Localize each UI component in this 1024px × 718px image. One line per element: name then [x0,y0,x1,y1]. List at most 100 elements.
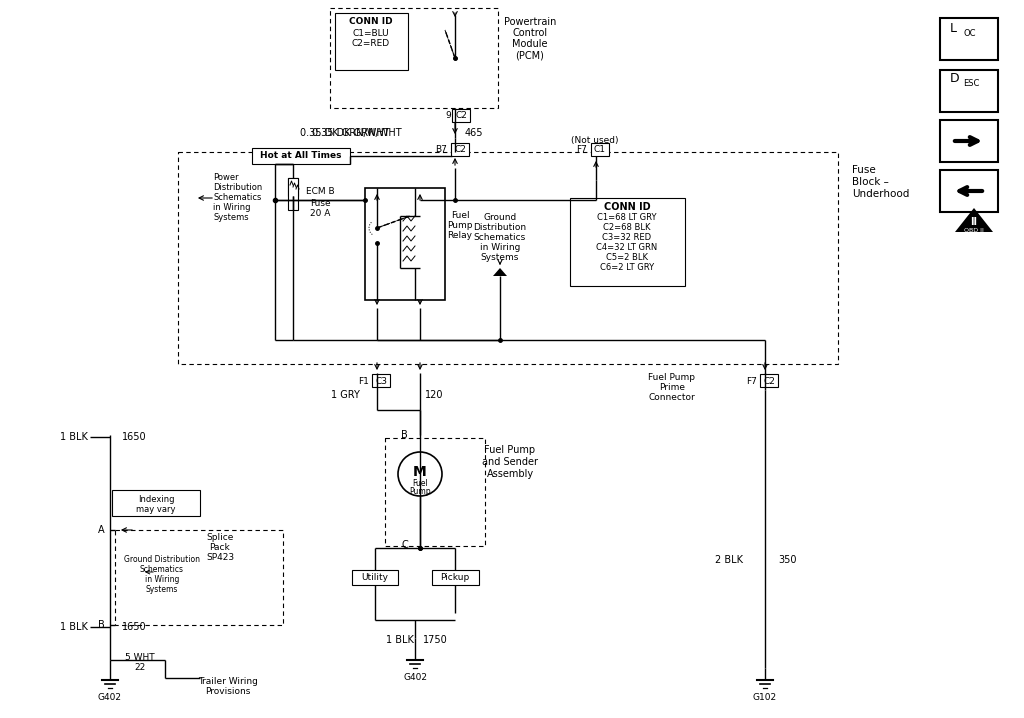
Text: 1650: 1650 [122,622,146,632]
Text: 1 BLK: 1 BLK [60,432,88,442]
Text: Fuse: Fuse [852,165,876,175]
Text: M: M [413,465,427,479]
Text: 1650: 1650 [122,432,146,442]
Bar [330,8,498,108]
Text: G102: G102 [753,694,777,702]
Text: Ground: Ground [483,213,517,223]
Text: F7: F7 [577,146,587,154]
Bar [335,13,408,70]
Text: C5=2 BLK: C5=2 BLK [606,253,648,263]
Text: Power: Power [213,174,239,182]
Text: C3: C3 [375,376,387,386]
Text: Fuel Pump: Fuel Pump [484,445,536,455]
Text: ESC: ESC [963,80,979,88]
Text: Fuel Pump: Fuel Pump [648,373,695,383]
Text: C1=BLU: C1=BLU [352,29,389,37]
Text: Schematics: Schematics [213,193,261,202]
Text: Distribution: Distribution [473,223,526,233]
Text: Pickup: Pickup [440,574,470,582]
Text: 0.35 DK GRN/WHT: 0.35 DK GRN/WHT [312,128,402,138]
Text: Systems: Systems [145,585,178,595]
Text: 350: 350 [778,555,797,565]
Text: C1: C1 [594,146,606,154]
Text: C2: C2 [454,146,466,154]
Bar [365,188,445,300]
Text: 1 GRY: 1 GRY [331,390,360,400]
Text: C2: C2 [763,376,775,386]
Text: Block –: Block – [852,177,889,187]
Text: Fuse: Fuse [309,198,331,208]
Text: B7: B7 [435,146,447,154]
Polygon shape [955,208,993,232]
Text: 5 WHT: 5 WHT [125,653,155,663]
Text: may vary: may vary [136,505,176,515]
Text: A: A [98,525,105,535]
Bar [372,374,390,387]
Text: C2=RED: C2=RED [352,39,390,47]
Text: Schematics: Schematics [474,233,526,243]
Text: (Not used): (Not used) [571,136,618,144]
Bar [452,109,470,122]
Text: Utility: Utility [361,574,388,582]
Text: Fuel: Fuel [412,480,428,488]
Text: G402: G402 [98,694,122,702]
Text: 120: 120 [425,390,443,400]
Text: C3=32 RED: C3=32 RED [602,233,651,243]
Text: Hot at All Times: Hot at All Times [260,151,342,161]
Bar [288,178,298,210]
Text: Ground Distribution: Ground Distribution [124,556,200,564]
Bar [252,148,350,164]
Text: Systems: Systems [481,253,519,263]
Text: 9: 9 [445,111,451,119]
Text: 465: 465 [465,128,483,138]
Text: Connector: Connector [648,393,695,403]
Text: CONN ID: CONN ID [349,17,393,27]
Text: SP423: SP423 [206,554,234,562]
Bar [940,18,998,60]
Text: (PCM): (PCM) [515,50,545,60]
Text: OBD II: OBD II [964,228,984,233]
Text: II: II [971,217,978,227]
Text: 20 A: 20 A [310,208,330,218]
Bar [451,143,469,156]
Text: Pump: Pump [410,487,431,495]
Text: Schematics: Schematics [140,566,184,574]
Text: C4=32 LT GRN: C4=32 LT GRN [596,243,657,253]
Text: Pack: Pack [210,544,230,552]
Text: Powertrain: Powertrain [504,17,556,27]
Text: C2: C2 [455,111,467,121]
Bar [940,120,998,162]
Text: B: B [98,620,105,630]
Text: C1=68 LT GRY: C1=68 LT GRY [597,213,656,223]
Bar [940,170,998,212]
Text: Underhood: Underhood [852,189,909,199]
Text: in Wiring: in Wiring [213,203,251,213]
Circle shape [398,452,442,496]
Text: Indexing: Indexing [138,495,174,505]
Text: CONN ID: CONN ID [604,202,650,212]
Text: 1750: 1750 [423,635,447,645]
Bar [432,570,479,585]
Text: Provisions: Provisions [206,688,251,696]
Text: in Wiring: in Wiring [480,243,520,253]
Polygon shape [493,268,507,276]
Text: Relay: Relay [447,230,472,240]
Text: 1 BLK: 1 BLK [60,622,88,632]
Bar [352,570,398,585]
Text: OC: OC [963,29,976,37]
Text: 0.35 DK GRN/WHT: 0.35 DK GRN/WHT [300,128,390,138]
Text: ECM B: ECM B [306,187,334,197]
Bar [178,152,838,364]
Text: F7: F7 [746,376,757,386]
Text: Fuel: Fuel [451,210,469,220]
Text: 22: 22 [134,663,145,673]
Text: C6=2 LT GRY: C6=2 LT GRY [600,264,654,273]
Bar [940,70,998,112]
Text: C2=68 BLK: C2=68 BLK [603,223,650,233]
Text: 1 BLK: 1 BLK [386,635,414,645]
Bar [385,438,485,546]
Text: D: D [950,72,959,85]
Text: Prime: Prime [659,383,685,393]
Text: Pump: Pump [447,220,473,230]
Text: and Sender: and Sender [482,457,538,467]
